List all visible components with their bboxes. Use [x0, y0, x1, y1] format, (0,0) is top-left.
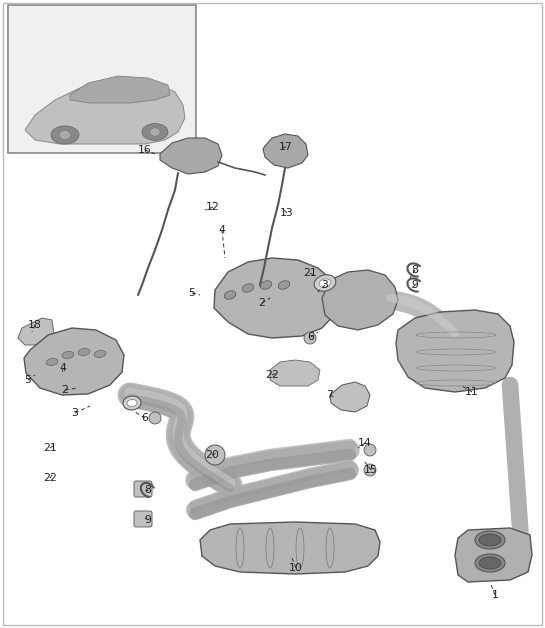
Text: 5: 5: [25, 375, 32, 385]
Text: 2: 2: [62, 385, 69, 395]
Circle shape: [364, 444, 376, 456]
Circle shape: [364, 464, 376, 476]
Text: 4: 4: [59, 363, 66, 373]
Text: 16: 16: [138, 145, 152, 155]
Polygon shape: [70, 76, 170, 103]
Ellipse shape: [319, 279, 331, 287]
Ellipse shape: [51, 126, 79, 144]
Polygon shape: [270, 360, 320, 386]
Ellipse shape: [278, 281, 290, 290]
Polygon shape: [455, 528, 532, 582]
Text: 5: 5: [189, 288, 196, 298]
Text: 4: 4: [219, 225, 226, 235]
Text: 12: 12: [206, 202, 220, 212]
FancyBboxPatch shape: [134, 481, 152, 497]
Ellipse shape: [59, 131, 71, 139]
Ellipse shape: [242, 284, 254, 292]
Polygon shape: [160, 138, 222, 174]
Ellipse shape: [475, 554, 505, 572]
Ellipse shape: [127, 399, 137, 406]
Ellipse shape: [94, 350, 106, 357]
Polygon shape: [200, 522, 380, 574]
Ellipse shape: [260, 281, 272, 290]
Polygon shape: [322, 270, 398, 330]
Text: 7: 7: [326, 390, 334, 400]
Ellipse shape: [123, 396, 141, 410]
Text: 6: 6: [307, 332, 314, 342]
Text: 9: 9: [411, 280, 419, 290]
Ellipse shape: [475, 531, 505, 549]
Text: 13: 13: [280, 208, 294, 218]
Text: 14: 14: [358, 438, 372, 448]
Ellipse shape: [479, 557, 501, 569]
Circle shape: [149, 412, 161, 424]
Text: 21: 21: [43, 443, 57, 453]
Text: 22: 22: [43, 473, 57, 483]
FancyBboxPatch shape: [134, 511, 152, 527]
Polygon shape: [396, 310, 514, 392]
Text: 18: 18: [28, 320, 42, 330]
Ellipse shape: [142, 124, 168, 141]
Text: 2: 2: [258, 298, 265, 308]
Polygon shape: [214, 258, 338, 338]
Ellipse shape: [479, 534, 501, 546]
Text: 9: 9: [144, 515, 152, 525]
Text: 21: 21: [303, 268, 317, 278]
Text: 8: 8: [411, 265, 419, 275]
Text: 10: 10: [289, 563, 303, 573]
Polygon shape: [24, 328, 124, 395]
Polygon shape: [18, 318, 54, 345]
Text: 6: 6: [142, 413, 148, 423]
Text: 8: 8: [144, 485, 152, 495]
Polygon shape: [263, 134, 308, 168]
Text: 1: 1: [492, 590, 499, 600]
Text: 3: 3: [322, 280, 329, 290]
Ellipse shape: [78, 349, 90, 355]
Ellipse shape: [62, 352, 74, 359]
Circle shape: [304, 332, 316, 344]
Text: 15: 15: [364, 465, 378, 475]
Text: 17: 17: [279, 142, 293, 152]
Bar: [8, 5, 196, 153]
Text: 22: 22: [265, 370, 279, 380]
Text: 3: 3: [71, 408, 78, 418]
Polygon shape: [330, 382, 370, 412]
Ellipse shape: [150, 127, 160, 136]
Ellipse shape: [314, 275, 336, 291]
Polygon shape: [25, 82, 185, 144]
Text: 20: 20: [205, 450, 219, 460]
Text: 11: 11: [465, 387, 479, 397]
Circle shape: [205, 445, 225, 465]
Ellipse shape: [46, 359, 58, 365]
Ellipse shape: [224, 291, 236, 300]
